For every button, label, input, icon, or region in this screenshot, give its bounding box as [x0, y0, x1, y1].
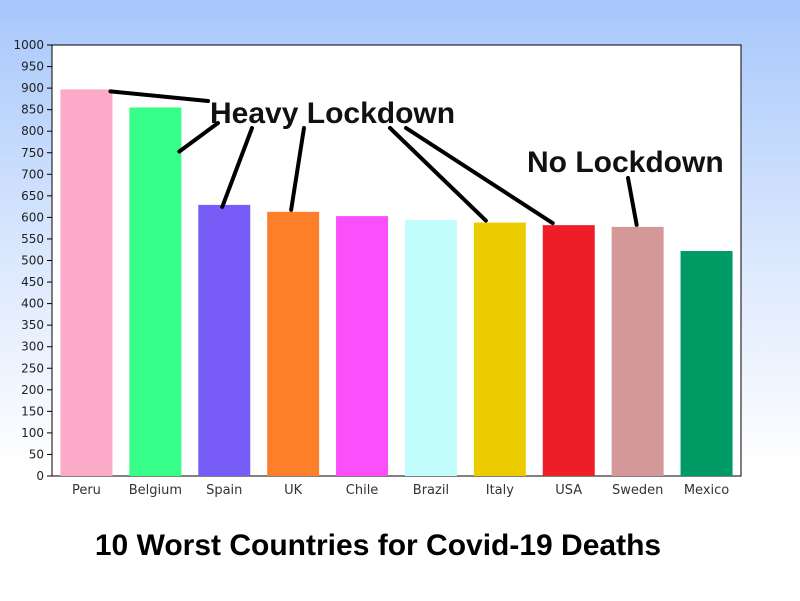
- x-tick-label: Peru: [72, 483, 101, 498]
- y-tick-label: 100: [21, 426, 44, 440]
- x-tick-label: Mexico: [684, 483, 729, 498]
- annotation-line: [220, 126, 254, 209]
- y-tick-label: 700: [21, 167, 44, 181]
- y-tick-label: 850: [21, 103, 44, 117]
- x-tick-label: Chile: [346, 483, 379, 498]
- y-tick-label: 800: [21, 124, 44, 138]
- y-tick-label: 300: [21, 340, 44, 354]
- x-tick-label: Belgium: [129, 483, 182, 498]
- bar-sweden: [611, 226, 664, 476]
- bar-spain: [198, 204, 251, 476]
- x-tick-label: Sweden: [612, 483, 663, 498]
- y-axis: 0 50 100 150 200 250 300 350 400 450 500 550 600 650 7…: [13, 38, 52, 483]
- y-tick-label: 600: [21, 210, 44, 224]
- annotation-line: [177, 121, 220, 154]
- y-tick-label: 400: [21, 297, 44, 311]
- x-tick-label: Spain: [206, 483, 242, 498]
- chart-title: 10 Worst Countries for Covid-19 Deaths: [95, 529, 661, 562]
- bar-peru: [60, 89, 113, 476]
- annotation-no-lockdown: No Lockdown: [527, 146, 724, 179]
- bar-brazil: [404, 219, 457, 476]
- y-tick-label: 550: [21, 232, 44, 246]
- y-tick-label: 50: [29, 447, 44, 461]
- y-tick-label: 950: [21, 60, 44, 74]
- annotation-line: [404, 126, 555, 226]
- x-tick-label: USA: [555, 483, 582, 498]
- bar-italy: [473, 222, 526, 476]
- annotation-heavy-lockdown: Heavy Lockdown: [210, 97, 455, 130]
- annotation-line: [108, 89, 210, 103]
- y-tick-label: 350: [21, 318, 44, 332]
- y-tick-label: 900: [21, 81, 44, 95]
- annotation-line: [626, 176, 639, 227]
- y-tick-label: 650: [21, 189, 44, 203]
- x-axis: Peru Belgium Spain UK Chile Brazil Italy USA Swe…: [72, 483, 729, 498]
- bar-chile: [336, 216, 389, 476]
- x-tick-label: Italy: [486, 483, 515, 498]
- annotation-lines: [108, 89, 639, 227]
- y-tick-label: 450: [21, 275, 44, 289]
- y-tick-label: 150: [21, 404, 44, 418]
- bar-usa: [542, 225, 595, 476]
- x-tick-label: UK: [284, 483, 303, 498]
- bars: [60, 89, 733, 477]
- y-tick-label: 250: [21, 361, 44, 375]
- y-tick-label: 500: [21, 254, 44, 268]
- y-tick-label: 750: [21, 146, 44, 160]
- y-tick-label: 200: [21, 383, 44, 397]
- annotations: Heavy Lockdown No Lockdown: [210, 97, 724, 179]
- bar-mexico: [680, 251, 733, 476]
- bar-uk: [267, 211, 320, 476]
- annotation-line: [388, 126, 488, 223]
- y-tick-label: 0: [36, 469, 44, 483]
- y-tick-label: 1000: [13, 38, 44, 52]
- annotation-line: [289, 126, 306, 212]
- x-tick-label: Brazil: [413, 483, 449, 498]
- bar-belgium: [129, 107, 182, 477]
